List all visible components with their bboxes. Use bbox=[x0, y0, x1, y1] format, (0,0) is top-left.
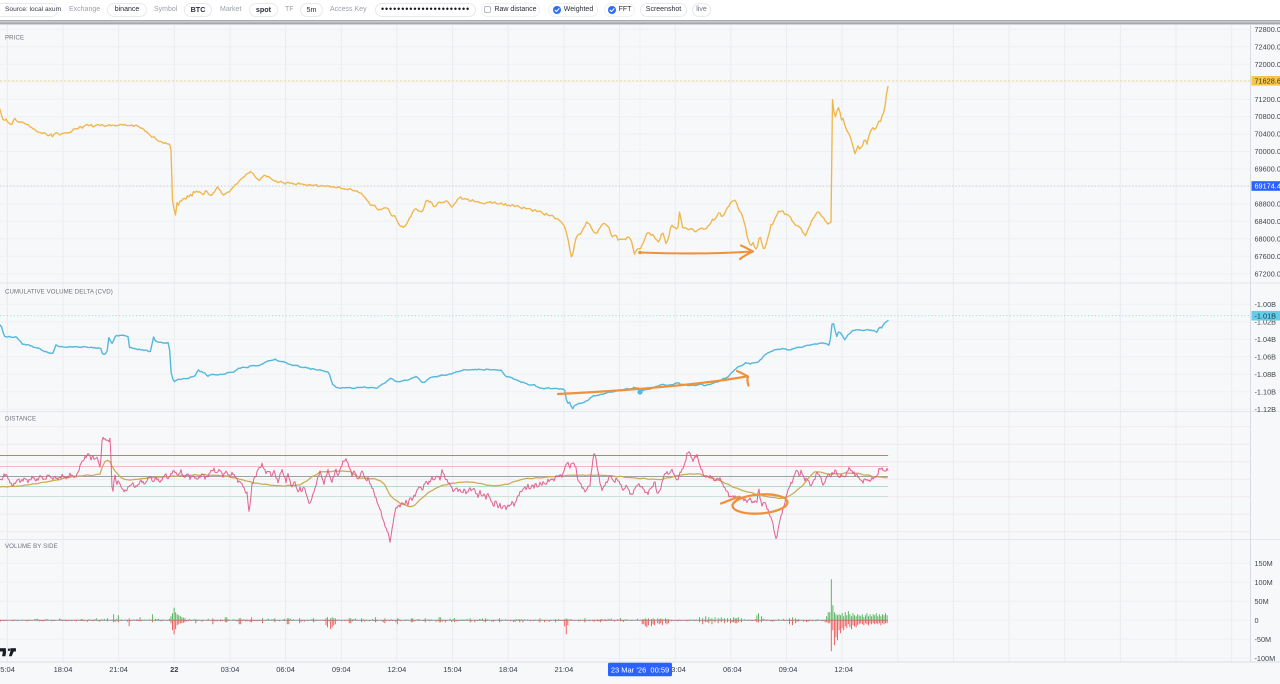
svg-text:68000.0: 68000.0 bbox=[1255, 234, 1280, 243]
svg-text:-1.10B: -1.10B bbox=[1255, 387, 1277, 396]
svg-text:03:04: 03:04 bbox=[667, 665, 686, 674]
svg-text:67200.0: 67200.0 bbox=[1255, 269, 1280, 278]
svg-text:-1.04B: -1.04B bbox=[1255, 335, 1277, 344]
svg-text:68400.0: 68400.0 bbox=[1255, 217, 1280, 226]
svg-text:09:04: 09:04 bbox=[779, 665, 798, 674]
svg-text:72800.0: 72800.0 bbox=[1255, 25, 1280, 34]
svg-text:18:04: 18:04 bbox=[499, 665, 518, 674]
svg-text:15:04: 15:04 bbox=[443, 665, 462, 674]
svg-text:-1.02B: -1.02B bbox=[1255, 317, 1277, 326]
svg-text:23 Mar ’26 00:59: 23 Mar ’26 00:59 bbox=[611, 665, 669, 674]
svg-text:03:04: 03:04 bbox=[221, 665, 240, 674]
svg-text:-1.01B: -1.01B bbox=[1255, 311, 1277, 320]
svg-text:09:04: 09:04 bbox=[332, 665, 351, 674]
svg-text:67600.0: 67600.0 bbox=[1255, 252, 1280, 261]
svg-text:70800.0: 70800.0 bbox=[1255, 112, 1280, 121]
svg-text:71200.0: 71200.0 bbox=[1255, 95, 1280, 104]
svg-text:12:04: 12:04 bbox=[388, 665, 407, 674]
svg-text:68800.0: 68800.0 bbox=[1255, 200, 1280, 209]
svg-text:0: 0 bbox=[1255, 616, 1259, 625]
svg-text:72400.0: 72400.0 bbox=[1255, 42, 1280, 51]
svg-text:-50M: -50M bbox=[1255, 635, 1272, 644]
svg-text:50M: 50M bbox=[1255, 597, 1269, 606]
svg-text:15:04: 15:04 bbox=[0, 665, 15, 674]
svg-text:CUMULATIVE VOLUME DELTA (CVD): CUMULATIVE VOLUME DELTA (CVD) bbox=[5, 289, 113, 296]
svg-text:69174.4: 69174.4 bbox=[1255, 182, 1280, 191]
svg-text:DISTANCE: DISTANCE bbox=[5, 416, 36, 423]
svg-text:06:04: 06:04 bbox=[723, 665, 742, 674]
svg-text:-1.00B: -1.00B bbox=[1255, 300, 1277, 309]
svg-text:72000.0: 72000.0 bbox=[1255, 60, 1280, 69]
svg-text:-100M: -100M bbox=[1255, 654, 1276, 663]
svg-text:06:04: 06:04 bbox=[276, 665, 295, 674]
svg-text:69600.0: 69600.0 bbox=[1255, 165, 1280, 174]
svg-text:PRICE: PRICE bbox=[5, 35, 24, 42]
svg-text:70400.0: 70400.0 bbox=[1255, 130, 1280, 139]
svg-text:71628.6: 71628.6 bbox=[1255, 76, 1280, 85]
svg-text:21:04: 21:04 bbox=[555, 665, 574, 674]
svg-text:12:04: 12:04 bbox=[834, 665, 853, 674]
svg-text:-1.12B: -1.12B bbox=[1255, 405, 1277, 414]
svg-text:100M: 100M bbox=[1255, 578, 1273, 587]
svg-text:-1.06B: -1.06B bbox=[1255, 352, 1277, 361]
svg-text:18:04: 18:04 bbox=[54, 665, 73, 674]
svg-text:-1.08B: -1.08B bbox=[1255, 370, 1277, 379]
svg-text:VOLUME BY SIDE: VOLUME BY SIDE bbox=[5, 543, 58, 550]
svg-text:21:04: 21:04 bbox=[109, 665, 128, 674]
svg-text:150M: 150M bbox=[1255, 559, 1273, 568]
svg-text:22: 22 bbox=[170, 665, 178, 674]
svg-text:70000.0: 70000.0 bbox=[1255, 147, 1280, 156]
